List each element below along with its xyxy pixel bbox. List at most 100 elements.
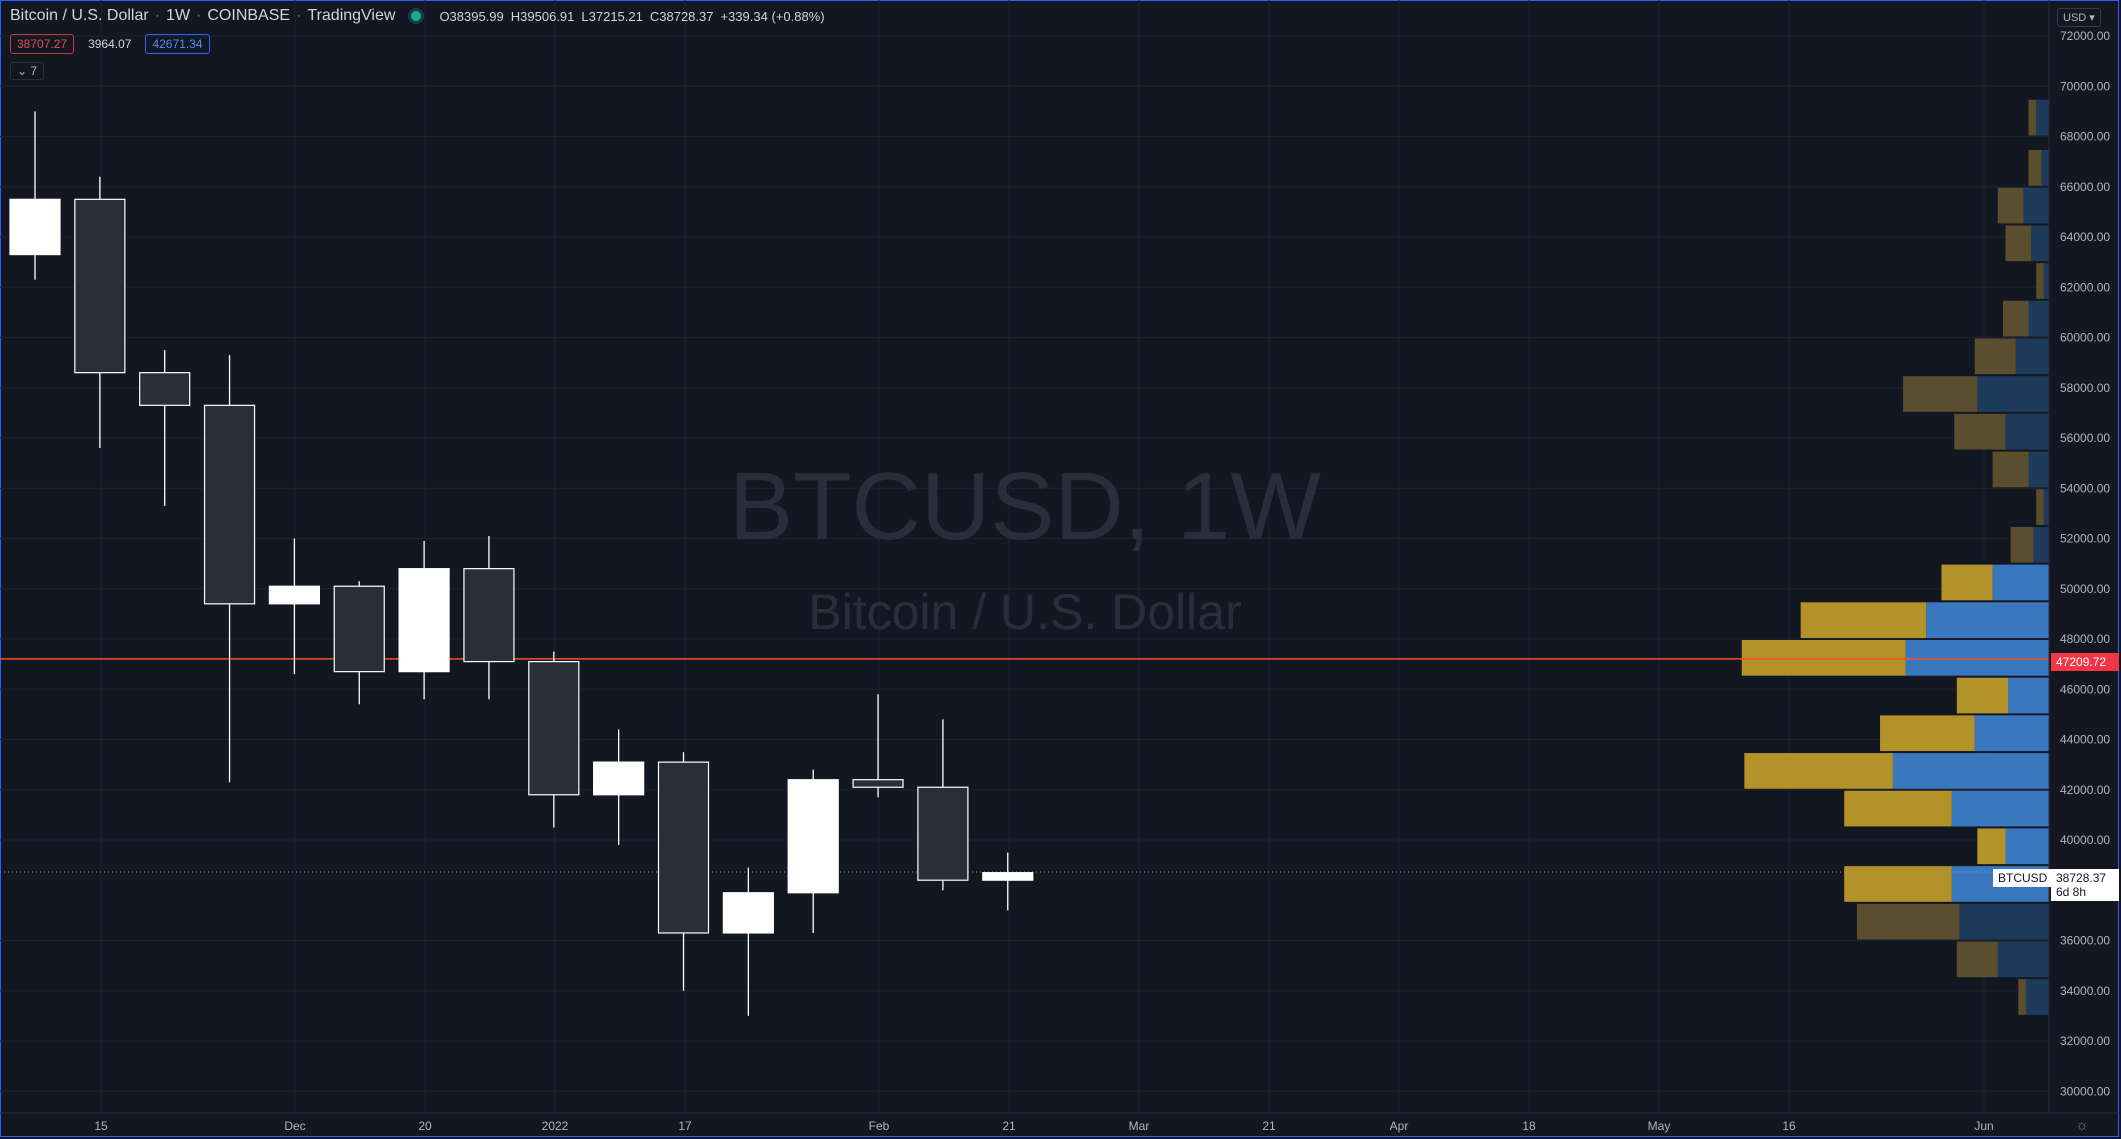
bar-countdown: 6d 8h bbox=[2056, 885, 2087, 899]
time-tick-label: 21 bbox=[1002, 1119, 1016, 1133]
price-tick-label: 64000.00 bbox=[2060, 230, 2110, 244]
price-tick-label: 54000.00 bbox=[2060, 481, 2110, 495]
price-tick-label: 52000.00 bbox=[2060, 532, 2110, 546]
market-status-icon[interactable] bbox=[411, 11, 422, 21]
time-tick-label: Mar bbox=[1129, 1119, 1150, 1133]
candle-body bbox=[268, 585, 320, 605]
volume-profile-up-bar bbox=[2005, 225, 2032, 262]
volume-profile-down-bar bbox=[1977, 376, 2049, 412]
settings-gear-icon[interactable]: ☼ bbox=[2075, 1117, 2089, 1134]
volume-profile-up-bar bbox=[2002, 300, 2029, 337]
candle-body bbox=[463, 568, 515, 663]
time-tick-label: 18 bbox=[1522, 1119, 1536, 1133]
price-tick-label: 60000.00 bbox=[2060, 331, 2110, 345]
volume-profile-up-bar bbox=[1974, 338, 2016, 375]
volume-profile-legend: 38707.27 3964.07 42671.34 bbox=[10, 34, 210, 54]
legend-separator: · bbox=[154, 7, 161, 24]
candle-body bbox=[787, 779, 839, 894]
volume-profile-up-bar bbox=[1903, 376, 1978, 412]
volume-profile-up-bar bbox=[1956, 941, 1998, 978]
candle-body bbox=[917, 786, 969, 881]
candle-body bbox=[722, 892, 774, 934]
candle-body bbox=[203, 404, 256, 605]
volume-profile-down-bar bbox=[1959, 903, 2049, 940]
currency-label: USD bbox=[2063, 12, 2087, 24]
time-tick-label: May bbox=[1648, 1119, 1671, 1133]
vp-down-value: 38707.27 bbox=[10, 34, 75, 54]
volume-profile-down-bar bbox=[1992, 564, 2049, 601]
price-tick-label: 46000.00 bbox=[2060, 682, 2110, 696]
volume-profile bbox=[1741, 99, 2049, 1015]
chart-legend: Bitcoin / U.S. Dollar · 1W · COINBASE · … bbox=[10, 7, 825, 25]
volume-profile-up-bar bbox=[1744, 753, 1893, 789]
volume-profile-up-bar bbox=[1880, 715, 1975, 752]
chevron-down-icon: ⌄ bbox=[17, 64, 28, 78]
volume-profile-up-bar bbox=[2036, 263, 2044, 299]
volume-profile-up-bar bbox=[1800, 602, 1927, 638]
collapse-indicators-button[interactable]: ⌄ 7 bbox=[10, 62, 45, 80]
volume-profile-up-bar bbox=[1941, 564, 1993, 601]
volume-profile-up-bar bbox=[2028, 150, 2042, 186]
price-tick-label: 70000.00 bbox=[2060, 79, 2110, 93]
time-tick-label: Jun bbox=[1974, 1119, 1993, 1133]
volume-profile-up-bar bbox=[1992, 451, 2029, 488]
volume-profile-up-bar bbox=[1956, 677, 2009, 714]
price-tick-label: 66000.00 bbox=[2060, 180, 2110, 194]
price-tick-label: 34000.00 bbox=[2060, 984, 2110, 998]
candle-body bbox=[657, 761, 710, 934]
candle-body bbox=[852, 779, 904, 788]
price-tick-label: 56000.00 bbox=[2060, 431, 2110, 445]
legend-symbol[interactable]: Bitcoin / U.S. Dollar bbox=[10, 7, 149, 24]
volume-profile-up-bar bbox=[2036, 489, 2044, 525]
price-axis: 72000.00 70000.00 68000.00 66000.00 64000.00… bbox=[2048, 0, 2110, 1113]
volume-profile-down-bar bbox=[2028, 451, 2049, 488]
legend-interval[interactable]: 1W bbox=[166, 7, 191, 24]
volume-profile-up-bar bbox=[1857, 903, 1960, 940]
price-tick-label: 30000.00 bbox=[2060, 1084, 2110, 1098]
volume-profile-down-bar bbox=[2028, 300, 2049, 337]
time-tick-label: 15 bbox=[94, 1119, 108, 1133]
legend-exchange: COINBASE bbox=[207, 7, 291, 24]
legend-separator: · bbox=[196, 7, 202, 24]
price-tick-label: 44000.00 bbox=[2060, 733, 2110, 747]
time-axis: 15 Dec 20 2022 17 Feb 21 Mar 21 Apr 18 May 16 Jun bbox=[0, 1112, 2119, 1133]
indicator-count: 7 bbox=[30, 64, 38, 78]
legend-source: TradingView bbox=[307, 7, 396, 24]
watermark-subtitle: Bitcoin / U.S. Dollar bbox=[808, 584, 1242, 640]
candle-body bbox=[528, 661, 580, 796]
legend-separator: · bbox=[296, 7, 302, 24]
candle-body bbox=[333, 585, 385, 673]
time-tick-label: Apr bbox=[1390, 1119, 1409, 1133]
last-price-value: 38728.37 bbox=[2056, 871, 2107, 885]
currency-select[interactable]: USD ▾ bbox=[2057, 8, 2101, 27]
last-price-symbol-tag: BTCUSD bbox=[1993, 869, 2053, 887]
volume-profile-down-bar bbox=[2043, 263, 2049, 299]
volume-profile-up-bar bbox=[1954, 413, 2006, 450]
volume-profile-down-bar bbox=[2031, 225, 2049, 262]
time-tick-label: 17 bbox=[678, 1119, 692, 1133]
candle-body bbox=[9, 198, 61, 256]
volume-profile-down-bar bbox=[2043, 489, 2049, 525]
time-tick-label: 2022 bbox=[542, 1119, 569, 1133]
chevron-down-icon: ▾ bbox=[2089, 12, 2095, 24]
hline-price-tag: 47209.72 bbox=[2051, 653, 2119, 671]
volume-profile-down-bar bbox=[1926, 602, 2049, 638]
watermark-title: BTCUSD, 1W bbox=[728, 453, 1322, 560]
time-tick-label: 16 bbox=[1782, 1119, 1796, 1133]
volume-profile-up-bar bbox=[2028, 99, 2037, 136]
price-tick-label: 50000.00 bbox=[2060, 582, 2110, 596]
legend-low: L37215.21 bbox=[581, 8, 643, 24]
price-tick-label: 36000.00 bbox=[2060, 934, 2110, 948]
volume-profile-down-bar bbox=[2036, 99, 2049, 136]
volume-profile-up-bar bbox=[1844, 790, 1952, 827]
volume-profile-down-bar bbox=[2025, 979, 2049, 1015]
price-tick-label: 42000.00 bbox=[2060, 783, 2110, 797]
volume-profile-up-bar bbox=[1997, 187, 2024, 224]
price-tick-label: 68000.00 bbox=[2060, 130, 2110, 144]
time-tick-label: 21 bbox=[1262, 1119, 1276, 1133]
volume-profile-up-bar bbox=[1741, 640, 1906, 676]
volume-profile-up-bar bbox=[1977, 828, 2006, 865]
vp-delta-value: 3964.07 bbox=[88, 37, 132, 51]
volume-profile-down-bar bbox=[2041, 150, 2049, 186]
